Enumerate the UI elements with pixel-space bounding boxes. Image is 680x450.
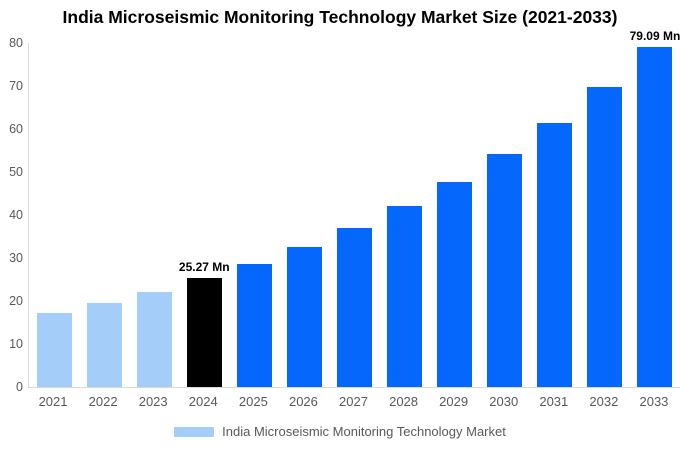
- y-tick-label-50: 50: [9, 165, 23, 179]
- x-tick-label-2032: 2032: [589, 394, 619, 409]
- y-axis: 0 10 20 30 40 50 60 70 80: [0, 36, 23, 394]
- x-tick-label-2031: 2031: [539, 394, 569, 409]
- chart-title: India Microseismic Monitoring Technology…: [62, 7, 618, 27]
- x-tick-label-2023: 2023: [138, 394, 168, 409]
- bar-2027[interactable]: [337, 227, 372, 387]
- y-tick-label-20: 20: [9, 294, 23, 308]
- legend-swatch: [174, 427, 215, 437]
- y-tick-label-30: 30: [9, 251, 23, 265]
- bar-2021[interactable]: [36, 313, 72, 387]
- bar-2028[interactable]: [387, 206, 423, 387]
- bar-2024[interactable]: [186, 278, 222, 387]
- bar-2032[interactable]: [587, 87, 623, 387]
- x-axis: 2021 2022 2023 2024 2025 2026 2027 2028 2029 2030…: [28, 394, 679, 412]
- y-tick-label-0: 0: [16, 380, 23, 394]
- bar-value-label-2033: 79.09 Mn: [629, 28, 680, 43]
- bar-2022[interactable]: [86, 303, 122, 387]
- bar-2033[interactable]: [637, 46, 673, 387]
- y-tick-label-40: 40: [9, 208, 23, 222]
- y-tick-label-70: 70: [9, 79, 23, 93]
- x-tick-label-2028: 2028: [389, 394, 419, 409]
- x-tick-label-2027: 2027: [339, 394, 368, 409]
- y-tick-label-10: 10: [9, 337, 23, 351]
- bar-2030[interactable]: [487, 154, 523, 387]
- x-tick-label-2030: 2030: [489, 394, 519, 409]
- x-tick-label-2033: 2033: [639, 394, 669, 409]
- x-tick-label-2024: 2024: [188, 394, 218, 409]
- bar-2026[interactable]: [286, 246, 322, 387]
- bar-2029[interactable]: [437, 182, 473, 387]
- bar-2023[interactable]: [136, 291, 172, 387]
- bar-2031[interactable]: [537, 122, 573, 387]
- x-tick-label-2025: 2025: [238, 394, 268, 409]
- x-tick-label-2029: 2029: [439, 394, 469, 409]
- plot-area: 25.27 Mn 79.09 Mn: [28, 29, 680, 388]
- y-tick-label-80: 80: [9, 36, 23, 50]
- bar-2025[interactable]: [236, 263, 272, 387]
- legend[interactable]: India Microseismic Monitoring Technology…: [0, 424, 680, 440]
- x-tick-label-2026: 2026: [288, 394, 318, 409]
- x-tick-label-2021: 2021: [38, 394, 68, 409]
- bar-value-label-2024: 25.27 Mn: [178, 260, 230, 275]
- legend-label: India Microseismic Monitoring Technology…: [222, 424, 506, 439]
- x-tick-label-2022: 2022: [88, 394, 118, 409]
- y-tick-label-60: 60: [9, 122, 23, 136]
